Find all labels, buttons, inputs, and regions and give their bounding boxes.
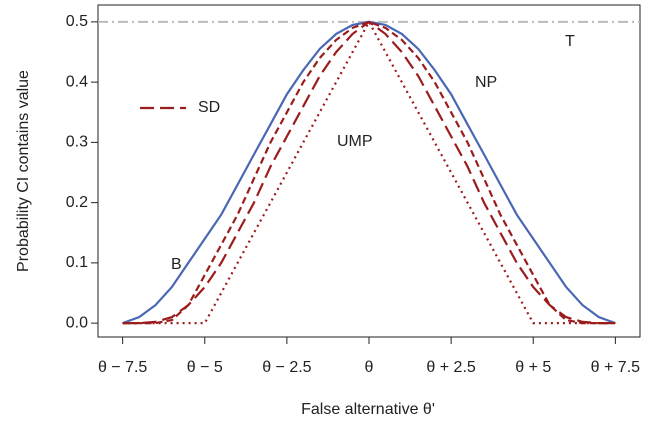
x-tick-label: θ − 5 <box>187 359 223 376</box>
series-label: B <box>171 256 182 273</box>
series-line <box>122 20 616 325</box>
x-tick-label: θ + 2.5 <box>426 359 475 376</box>
plot-frame <box>97 4 641 338</box>
reference-label: T <box>565 33 575 50</box>
series-line <box>122 19 616 325</box>
x-tick-label: θ + 5 <box>515 359 551 376</box>
y-axis-title: Probability CI contains value <box>15 70 32 272</box>
series-label: UMP <box>337 133 373 150</box>
y-tick-label: 0.2 <box>66 194 88 211</box>
y-tick-label: 0.1 <box>66 254 88 271</box>
series-line <box>122 20 616 325</box>
y-tick-label: 0.5 <box>66 13 88 30</box>
x-tick-label: θ <box>365 359 374 376</box>
y-tick-label: 0.4 <box>66 73 88 90</box>
y-tick-label: 0.3 <box>66 134 88 151</box>
y-tick-label: 0.0 <box>66 314 88 331</box>
x-tick-label: θ − 7.5 <box>98 359 147 376</box>
x-axis-title: False alternative θ' <box>301 401 435 418</box>
x-tick-label: θ − 2.5 <box>262 359 311 376</box>
series-line <box>122 20 616 325</box>
series-label: NP <box>475 74 497 91</box>
series-label: SD <box>198 99 220 116</box>
x-tick-label: θ + 7.5 <box>591 359 640 376</box>
